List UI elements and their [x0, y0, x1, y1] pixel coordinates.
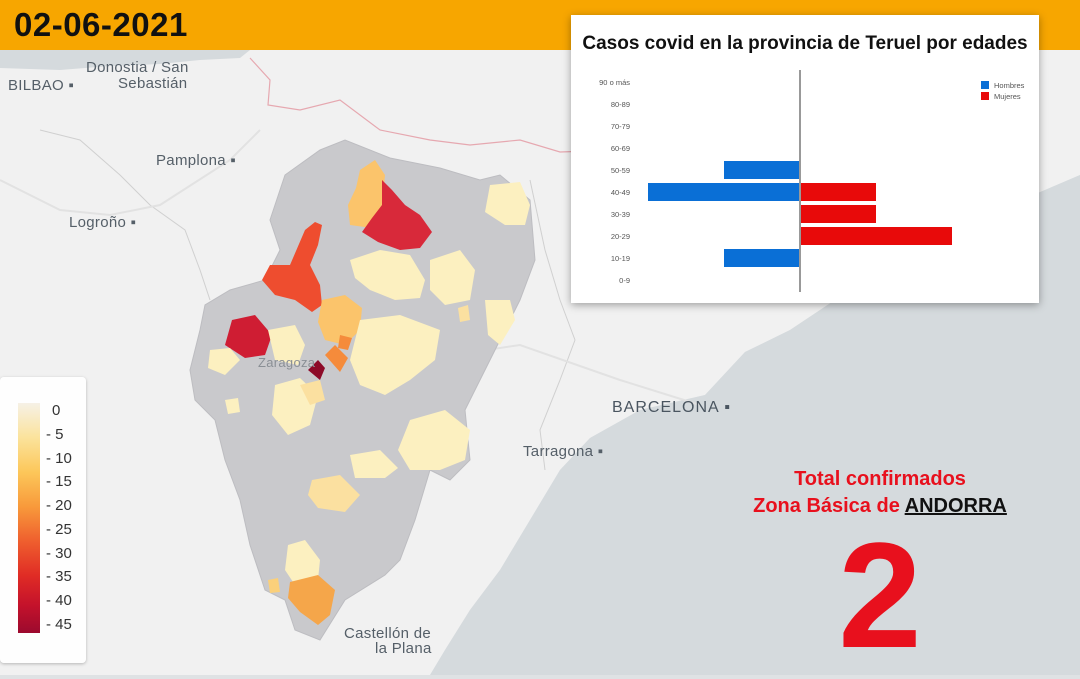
city-label-barcelona: BARCELONA ▪ — [612, 399, 731, 417]
zone — [268, 325, 305, 365]
city-label-bilbao-text: BILBAO — [8, 77, 64, 94]
city-label-sebastian: Sebastián — [118, 75, 188, 92]
city-label-tarragona-text: Tarragona — [523, 443, 594, 460]
legend-label: - 5 — [46, 425, 64, 443]
y-tick-label: 0-9 — [619, 276, 630, 285]
zone — [208, 348, 240, 375]
zone — [325, 345, 348, 372]
zone-name: ANDORRA — [904, 495, 1007, 517]
city-marker-icon: ▪ — [64, 77, 75, 94]
y-tick-label: 80-89 — [611, 100, 630, 109]
legend-label: - 35 — [46, 568, 72, 586]
zone — [458, 305, 470, 322]
zone-prefix: Zona Básica de — [753, 495, 900, 517]
y-tick-label: 50-59 — [611, 166, 630, 175]
zone — [225, 398, 240, 414]
y-tick-label: 10-19 — [611, 254, 630, 263]
color-legend: 0 - 5 - 10 - 15 - 20 - 25 - 30 - 35 - 40 - 45 — [0, 377, 86, 663]
city-marker-icon: ▪ — [593, 443, 604, 460]
city-label-bilbao: BILBAO ▪ — [8, 77, 74, 94]
zone — [430, 250, 475, 305]
city-marker-icon: ▪ — [126, 214, 137, 231]
y-tick-label: 40-49 — [611, 188, 630, 197]
total-block: Total confirmados Zona Básica de ANDORRA… — [720, 468, 1040, 670]
border-line — [529, 179, 576, 471]
y-tick-label: 60-69 — [611, 144, 630, 153]
legend-label: - 40 — [46, 592, 72, 610]
road-line — [0, 129, 261, 217]
legend-color-bar — [18, 403, 40, 633]
bar-mujeres — [800, 205, 876, 223]
bar-hombres — [724, 161, 800, 179]
bay-of-biscay — [0, 50, 250, 70]
legend-label: - 25 — [46, 520, 72, 538]
age-chart-panel: Casos covid en la provincia de Teruel po… — [571, 15, 1039, 303]
zone — [268, 578, 280, 593]
legend-series-label: Hombres — [994, 81, 1025, 90]
border-line — [39, 129, 211, 301]
zone — [362, 180, 432, 250]
city-label-tarragona: Tarragona ▪ — [523, 443, 603, 460]
zone — [225, 315, 272, 358]
legend-label: - 30 — [46, 544, 72, 562]
zone — [300, 380, 325, 405]
legend-label: - 45 — [46, 616, 72, 633]
city-label-donostia: Donostia / San — [86, 59, 189, 76]
y-tick-label: 20-29 — [611, 232, 630, 241]
legend-swatch — [981, 92, 989, 100]
zone — [485, 300, 515, 345]
zone — [288, 575, 335, 625]
legend-swatch — [981, 81, 989, 89]
date-label: 02-06-2021 — [14, 6, 188, 43]
zone — [308, 475, 360, 512]
legend-label: - 15 — [46, 473, 72, 491]
bar-mujeres — [800, 183, 876, 201]
zone — [285, 540, 320, 585]
legend-label: 0 — [52, 402, 61, 419]
total-title: Total confirmados — [794, 468, 966, 490]
zone — [338, 335, 352, 350]
bar-hombres — [724, 249, 800, 267]
legend-series-label: Mujeres — [994, 92, 1021, 101]
city-label-castellon: Castellón de — [344, 625, 431, 642]
border-line — [249, 57, 661, 161]
zone — [398, 410, 470, 470]
total-count: 2 — [838, 511, 922, 679]
city-marker-icon: ▪ — [718, 399, 731, 416]
zone — [348, 160, 385, 228]
age-pyramid-chart: 90 o más 80-89 70-79 60-69 50-59 40-49 30-39 20… — [599, 70, 1025, 292]
city-label-barcelona-text: BARCELONA — [612, 399, 719, 416]
city-label-pamplona: Pamplona ▪ — [156, 152, 236, 169]
zone — [308, 360, 325, 380]
city-label-castellon-2: la Plana — [375, 640, 432, 657]
zone — [350, 250, 425, 300]
city-label-pamplona-text: Pamplona — [156, 152, 226, 169]
zone — [350, 450, 398, 478]
total-zone-line: Zona Básica de ANDORRA — [720, 495, 1040, 518]
zone — [350, 315, 440, 395]
bar-hombres — [648, 183, 800, 201]
y-tick-label: 70-79 — [611, 122, 630, 131]
chart-title: Casos covid en la provincia de Teruel po… — [582, 33, 1028, 54]
city-marker-icon: ▪ — [225, 152, 237, 169]
y-tick-label: 90 o más — [599, 78, 630, 87]
zone — [485, 182, 530, 225]
y-tick-label: 30-39 — [611, 210, 630, 219]
zone — [318, 295, 362, 345]
city-label-logrono-text: Logroño — [69, 214, 127, 231]
zone — [262, 222, 322, 312]
city-label-logrono: Logroño ▪ — [69, 214, 136, 231]
legend-label: - 20 — [46, 497, 72, 515]
city-label-zaragoza: Zaragoza — [258, 355, 316, 370]
bar-mujeres — [800, 227, 952, 245]
legend-label: - 10 — [46, 449, 72, 467]
